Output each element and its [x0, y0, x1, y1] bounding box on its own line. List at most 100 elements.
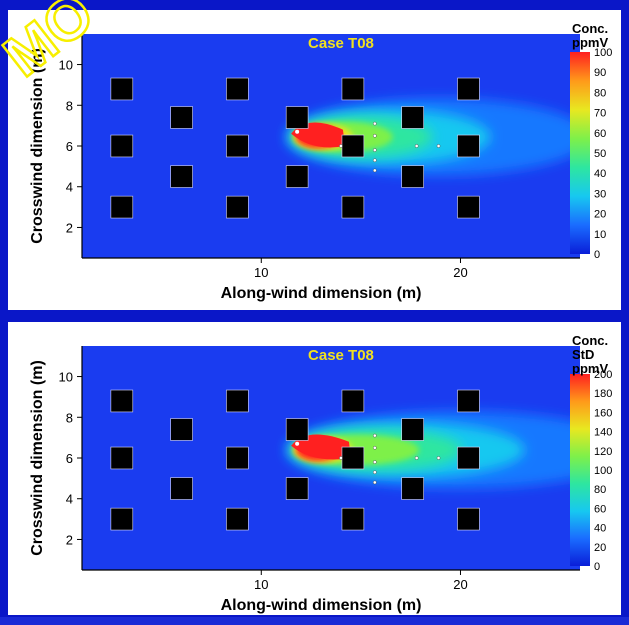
x-tick-label-10: 10: [254, 577, 268, 592]
colorbar-tick-20: 20: [594, 542, 606, 554]
obstacle-3: [457, 389, 480, 413]
sensor-0: [373, 121, 377, 126]
sensor-5: [339, 144, 343, 148]
concentration-chart: Case T08 10 20 2 4 6 8 10 Along-wind dimension (…: [29, 21, 612, 302]
sensor-4: [373, 168, 377, 173]
obstacle-17: [457, 195, 480, 219]
colorbar-tick-0: 0: [594, 561, 600, 573]
obstacle-12: [285, 477, 309, 500]
sensor-6: [414, 456, 419, 460]
y-axis-label: Crosswind dimension (m): [29, 48, 46, 244]
obstacle-9: [341, 134, 365, 158]
colorbar-tick-40: 40: [594, 168, 606, 180]
sensor-3: [373, 158, 377, 163]
colorbar-tick-80: 80: [594, 87, 606, 99]
obstacle-2: [341, 77, 365, 101]
obstacle-7: [110, 134, 134, 158]
obstacle-15: [226, 507, 249, 531]
obstacle-15: [226, 195, 249, 219]
sensor-0: [373, 433, 377, 438]
chart-title: Case T08: [308, 347, 374, 364]
obstacle-5: [285, 106, 309, 129]
x-tick-label-10: 10: [254, 265, 268, 280]
obstacle-1: [226, 77, 249, 101]
x-tick-label-20: 20: [453, 265, 467, 280]
y-tick-label-2: 2: [66, 220, 73, 235]
y-axis-label: Crosswind dimension (m): [29, 360, 46, 556]
obstacle-14: [110, 195, 134, 219]
obstacle-14: [110, 507, 134, 531]
colorbar-title-line-0: Conc.: [572, 333, 608, 348]
colorbar-tick-200: 200: [594, 369, 612, 381]
x-tick-label-20: 20: [453, 577, 467, 592]
obstacle-4: [170, 106, 193, 129]
sensor-1: [373, 134, 377, 138]
concentration-std-chart: Case T08 10 20 2 4 6 8 10 Along-wind dimension (…: [29, 333, 612, 614]
sensor-4: [373, 480, 377, 485]
colorbar-tick-20: 20: [594, 209, 606, 221]
obstacle-5: [285, 418, 309, 441]
sensor-2: [373, 460, 377, 464]
obstacle-7: [110, 446, 134, 470]
panel-concentration-std: Case T08 10 20 2 4 6 8 10 Along-wind dimension (…: [8, 322, 621, 615]
x-axis-label: Along-wind dimension (m): [221, 597, 422, 614]
colorbar: [570, 52, 590, 254]
colorbar-tick-60: 60: [594, 503, 606, 515]
y-tick-label-4: 4: [66, 180, 73, 195]
colorbar-tick-50: 50: [594, 148, 606, 160]
obstacle-11: [170, 165, 193, 188]
y-tick-label-6: 6: [66, 139, 73, 154]
y-tick-label-2: 2: [66, 532, 73, 547]
y-tick-label-8: 8: [66, 410, 73, 425]
obstacle-11: [170, 477, 193, 500]
concentration-field: [285, 98, 580, 176]
obstacle-0: [110, 389, 134, 413]
obstacle-13: [401, 165, 424, 188]
x-axis-label: Along-wind dimension (m): [221, 285, 422, 302]
colorbar: [570, 374, 590, 566]
colorbar-title-line-1: StD: [572, 347, 594, 362]
colorbar-tick-90: 90: [594, 67, 606, 79]
colorbar-tick-180: 180: [594, 388, 612, 400]
y-tick-label-10: 10: [59, 370, 73, 385]
colorbar-title-line-2: ppmV: [572, 361, 608, 376]
source-marker: [295, 441, 300, 446]
sensor-7: [436, 456, 441, 460]
obstacle-8: [226, 134, 249, 158]
colorbar-tick-160: 160: [594, 407, 612, 419]
obstacle-13: [401, 477, 424, 500]
y-tick-label-6: 6: [66, 451, 73, 466]
y-tick-label-8: 8: [66, 98, 73, 113]
obstacle-8: [226, 446, 249, 470]
obstacle-6: [401, 418, 424, 441]
obstacle-16: [341, 195, 365, 219]
obstacle-17: [457, 507, 480, 531]
source-marker: [295, 129, 300, 134]
colorbar-tick-100: 100: [594, 465, 612, 477]
obstacle-12: [285, 165, 309, 188]
sensor-5: [339, 456, 343, 460]
obstacle-1: [226, 389, 249, 413]
sensor-6: [414, 144, 419, 148]
obstacle-10: [457, 446, 480, 470]
colorbar-title-line-1: ppmV: [572, 35, 608, 50]
colorbar-tick-140: 140: [594, 427, 612, 439]
colorbar-tick-70: 70: [594, 108, 606, 120]
obstacle-10: [457, 134, 480, 158]
colorbar-tick-100: 100: [594, 47, 612, 59]
sensor-1: [373, 446, 377, 450]
sensor-3: [373, 470, 377, 475]
sensor-2: [373, 148, 377, 152]
colorbar-tick-30: 30: [594, 188, 606, 200]
colorbar-tick-120: 120: [594, 446, 612, 458]
colorbar-tick-60: 60: [594, 128, 606, 140]
colorbar-tick-10: 10: [594, 229, 606, 241]
y-tick-label-10: 10: [59, 58, 73, 73]
obstacle-6: [401, 106, 424, 129]
obstacle-2: [341, 389, 365, 413]
obstacle-0: [110, 77, 134, 101]
colorbar-tick-80: 80: [594, 484, 606, 496]
chart-title: Case T08: [308, 35, 374, 52]
panel-concentration: Case T08 10 20 2 4 6 8 10 Along-wind dimension (…: [8, 10, 621, 310]
obstacle-3: [457, 77, 480, 101]
